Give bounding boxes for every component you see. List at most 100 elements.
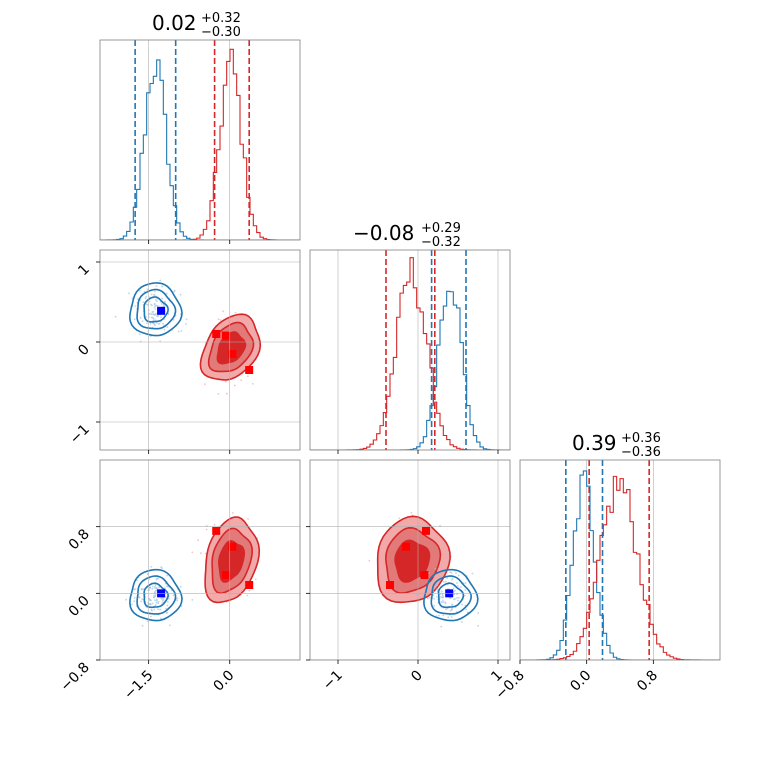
sample-point — [451, 604, 453, 606]
sample-point — [144, 297, 147, 300]
sample-point — [217, 393, 220, 395]
marker-series_b — [420, 571, 429, 579]
sample-point — [191, 599, 194, 601]
grid-lines — [100, 460, 300, 660]
sample-point — [453, 593, 456, 596]
title-median-1: 0.02 — [152, 11, 197, 35]
sample-point — [185, 318, 188, 321]
panel-frame — [99, 39, 301, 241]
sample-point — [156, 587, 159, 590]
sample-point — [180, 330, 183, 332]
sample-point — [217, 318, 220, 321]
sample-point — [145, 295, 148, 298]
sample-point — [251, 382, 254, 385]
sample-point — [167, 601, 169, 603]
marker-series_b — [212, 330, 221, 338]
y-tick-label-p3: 0.8 — [66, 526, 93, 553]
grid-lines — [520, 460, 654, 660]
sample-point — [169, 624, 171, 627]
sample-point — [247, 518, 250, 520]
sample-point — [134, 305, 137, 307]
sample-point — [455, 572, 457, 575]
sample-point — [150, 565, 153, 568]
sample-point — [466, 611, 469, 614]
sample-point — [172, 594, 175, 597]
sample-point — [133, 597, 136, 599]
sample-point — [172, 318, 175, 321]
marker-series_b — [228, 542, 237, 551]
sample-point — [410, 511, 413, 514]
sample-point — [160, 598, 163, 600]
sample-point — [440, 601, 443, 604]
sample-point — [434, 567, 437, 570]
sample-point — [154, 290, 156, 293]
sample-point — [155, 285, 158, 287]
sample-point — [191, 551, 194, 554]
sample-point — [136, 579, 139, 582]
sample-point — [444, 580, 447, 583]
sample-point — [154, 319, 157, 322]
contour-line-series_a — [128, 282, 183, 337]
sample-point — [138, 596, 141, 599]
sample-point — [141, 624, 144, 627]
sample-point — [429, 596, 431, 599]
sample-point — [153, 306, 156, 308]
title-minus-2: −0.32 — [421, 235, 461, 250]
sample-point — [160, 303, 163, 305]
sample-point — [433, 598, 436, 600]
sample-point — [176, 597, 179, 599]
grid-lines — [148, 40, 231, 240]
sample-point — [156, 304, 159, 307]
sample-point — [457, 574, 460, 577]
sample-point — [162, 305, 165, 308]
title-param-2: −0.08 +0.29 −0.32 — [353, 221, 461, 250]
sample-point — [153, 313, 156, 316]
sample-point — [166, 326, 169, 328]
sample-point — [436, 584, 439, 587]
sample-point — [451, 577, 454, 580]
sample-point — [153, 608, 156, 611]
histogram-series_b — [310, 257, 510, 450]
contour-line-series_b — [376, 515, 451, 604]
sample-point — [166, 574, 168, 577]
sample-point — [139, 289, 141, 292]
sample-point — [146, 322, 148, 325]
title-plus-1: +0.32 — [201, 11, 241, 26]
title-median-3: 0.39 — [572, 431, 617, 455]
sample-point — [141, 320, 144, 322]
contour-line-series_b — [199, 313, 262, 381]
sample-point — [157, 577, 160, 580]
sample-point — [173, 290, 175, 293]
sample-point — [153, 591, 156, 593]
sample-point — [142, 588, 145, 590]
title-median-2: −0.08 — [353, 221, 414, 245]
sample-point — [477, 612, 480, 614]
sample-point — [157, 608, 159, 610]
sample-point — [457, 584, 459, 587]
histogram-series_a — [310, 290, 510, 450]
sample-point — [457, 596, 460, 599]
sample-point — [137, 298, 139, 300]
sample-point — [176, 599, 179, 602]
panel-frame — [519, 459, 721, 661]
contour-line-series_b — [204, 516, 261, 604]
sample-point — [152, 310, 155, 313]
sample-point — [148, 300, 151, 303]
sample-point — [454, 598, 457, 600]
sample-point — [179, 293, 182, 296]
sample-point — [465, 608, 468, 611]
sample-point — [151, 304, 153, 307]
sample-point — [155, 601, 158, 604]
sample-point — [440, 590, 443, 593]
sample-point — [449, 609, 452, 612]
sample-point — [114, 315, 117, 318]
marker-series_b — [221, 331, 230, 340]
sample-point — [168, 597, 170, 600]
sample-point — [451, 578, 453, 581]
sample-point — [203, 383, 206, 386]
sample-point — [154, 593, 157, 596]
marker-series_a — [157, 306, 166, 315]
sample-point — [146, 620, 149, 622]
sample-point — [464, 589, 467, 591]
sample-point — [439, 524, 441, 527]
